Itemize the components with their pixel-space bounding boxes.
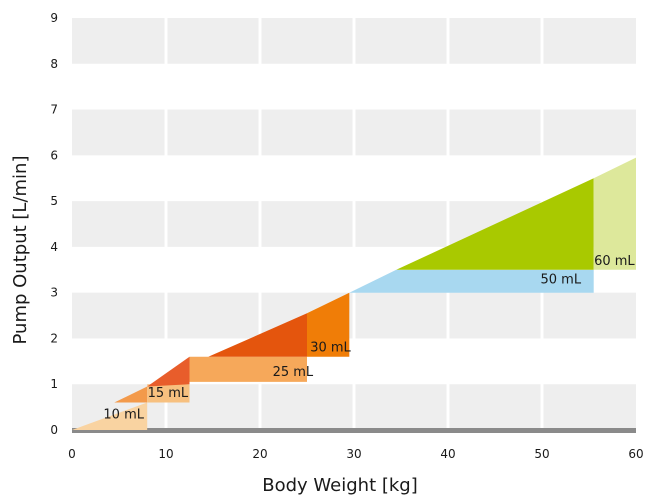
zone-label: 50 mL (541, 273, 582, 288)
zone-50-ml: 50 mL (349, 269, 594, 293)
y-tick-label: 3 (50, 286, 58, 300)
x-tick-label: 30 (346, 447, 361, 461)
x-tick-labels: 0 10 20 30 40 50 60 (68, 447, 643, 461)
y-tick-labels: 0 1 2 3 4 5 6 7 8 9 (50, 11, 58, 437)
y-tick-label: 1 (50, 377, 58, 391)
volume-zones: 10 mL 15 mL 25 mL 30 mL 50 mL 60 mL (72, 157, 636, 430)
x-axis-title: Body Weight [kg] (262, 475, 418, 496)
zone-10-ml: 10 mL (72, 402, 148, 430)
x-tick-label: 60 (628, 447, 643, 461)
zone-shape (349, 269, 594, 293)
zone-60-ml: 60 mL (396, 157, 636, 270)
y-tick-label: 8 (50, 57, 58, 71)
zone-label: 15 mL (148, 386, 189, 401)
x-axis-baseline (72, 428, 636, 433)
zone-label: 60 mL (594, 254, 635, 269)
zone-shape (189, 356, 307, 382)
zone-shape (208, 313, 307, 357)
x-tick-label: 50 (534, 447, 549, 461)
x-tick-label: 0 (68, 447, 76, 461)
zone-shape (147, 384, 190, 403)
zone-25-ml: 25 mL (147, 356, 314, 387)
zone-shape (114, 386, 148, 403)
x-tick-label: 20 (252, 447, 267, 461)
x-tick-label: 40 (440, 447, 455, 461)
zone-label: 30 mL (310, 340, 351, 355)
y-tick-label: 4 (50, 240, 58, 254)
zone-shape (72, 402, 148, 430)
zone-shape (396, 178, 594, 270)
y-tick-label: 9 (50, 11, 58, 25)
zone-label: 25 mL (273, 365, 314, 380)
zone-shape (307, 292, 350, 357)
y-axis-title: Pump Output [L/min] (10, 156, 31, 345)
y-tick-label: 0 (50, 423, 58, 437)
zone-30-ml: 30 mL (208, 292, 352, 357)
y-tick-label: 7 (50, 103, 58, 117)
y-tick-label: 2 (50, 331, 58, 345)
zone-15-ml: 15 mL (114, 384, 190, 403)
zone-shape (593, 157, 636, 270)
zone-shape (147, 356, 190, 387)
y-tick-label: 5 (50, 194, 58, 208)
y-tick-label: 6 (50, 148, 58, 162)
zone-label: 10 mL (103, 408, 144, 423)
x-tick-label: 10 (158, 447, 173, 461)
